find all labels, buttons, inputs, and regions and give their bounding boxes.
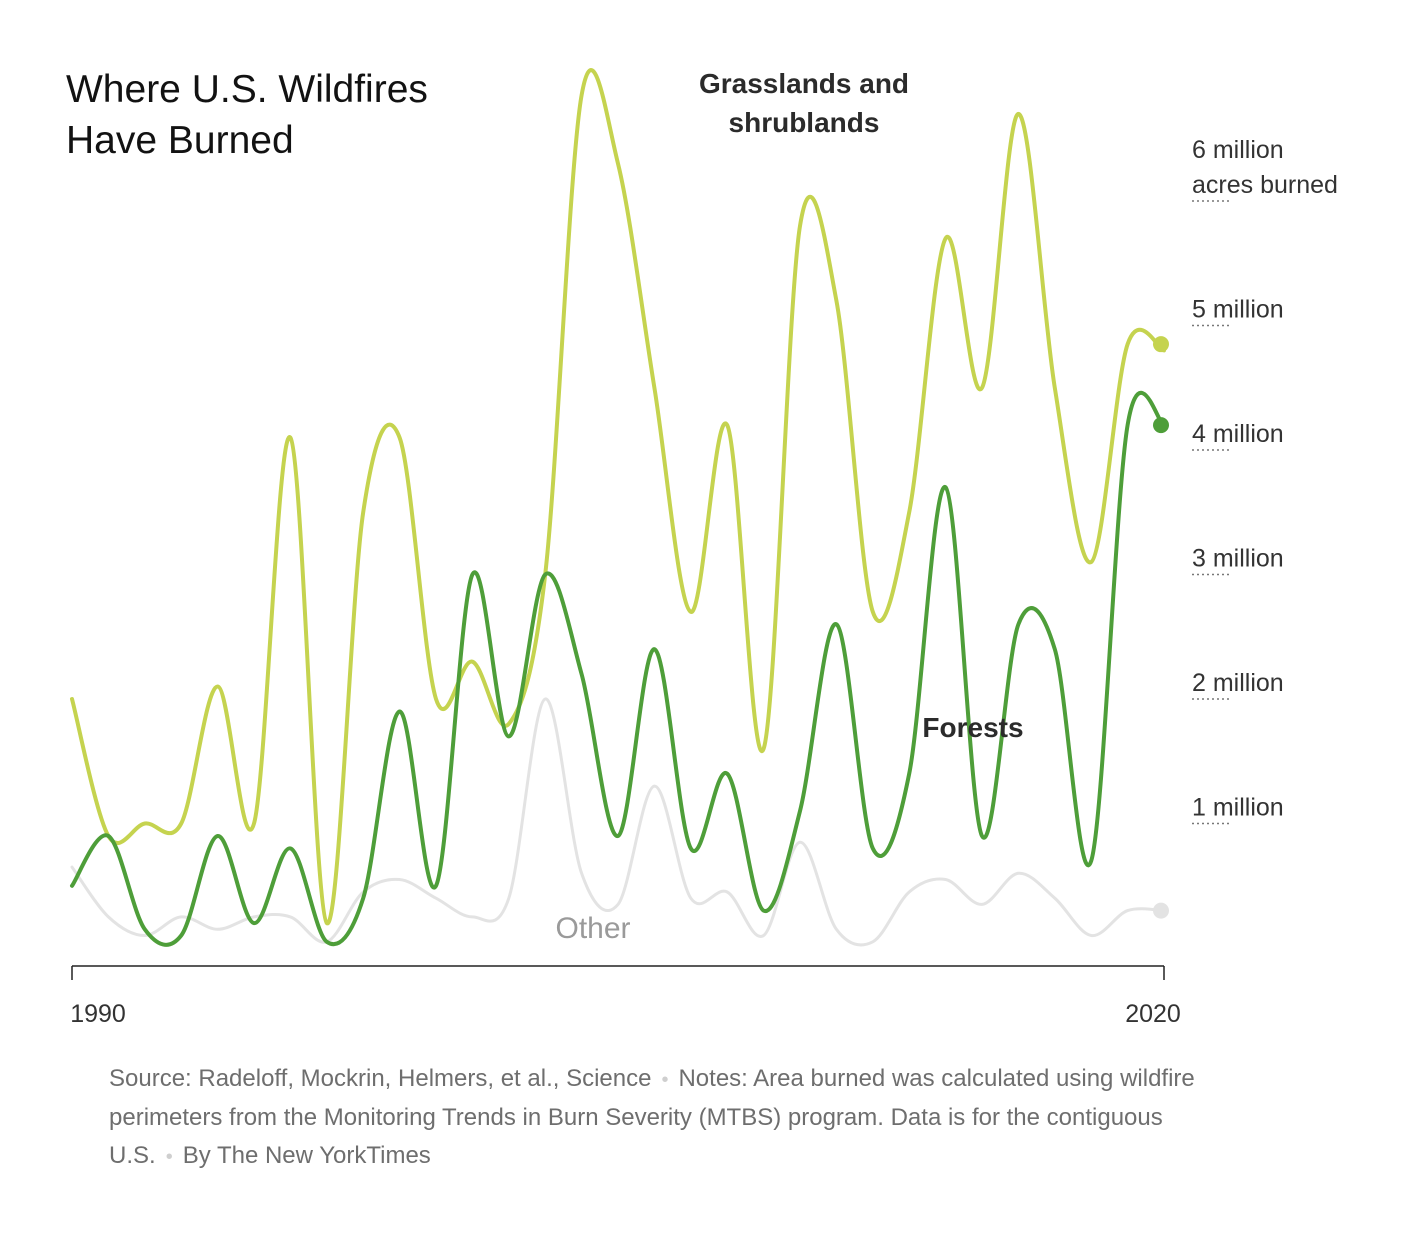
y-tick-3: 3 million xyxy=(1192,545,1284,576)
chart-footer: Source: Radeloff, Mockrin, Helmers, et a… xyxy=(109,1060,1269,1176)
series-lines xyxy=(70,68,1166,947)
y-tick-1: 1 million xyxy=(1192,794,1284,825)
y-tick-label: 6 million xyxy=(1192,136,1284,164)
y-tick-label: 4 million xyxy=(1192,420,1284,448)
x-tick-label-1990: 1990 xyxy=(70,1000,126,1028)
footer-separator-1: • xyxy=(661,1069,669,1091)
footer-credit: By The New YorkTimes xyxy=(182,1142,431,1169)
series-label-other: Other xyxy=(555,912,630,945)
series-line-forests xyxy=(70,390,1166,947)
series-label-grasslands-line-2: shrublands xyxy=(729,107,880,138)
y-tick-label: 5 million xyxy=(1192,296,1284,324)
y-tick-label: 1 million xyxy=(1192,794,1284,822)
chart-title-line-2: Have Burned xyxy=(66,119,294,162)
series-label-grasslands-line-1: Grasslands and xyxy=(699,68,909,99)
series-end-points xyxy=(1153,336,1169,919)
y-tick-label: 3 million xyxy=(1192,545,1284,573)
series-label-forests: Forests xyxy=(922,712,1023,743)
footer-source: Source: Radeloff, Mockrin, Helmers, et a… xyxy=(109,1065,652,1092)
y-tick-label: acres burned xyxy=(1192,171,1338,199)
x-axis: 1990 2020 xyxy=(70,965,1181,1028)
y-tick-5: 5 million xyxy=(1192,296,1284,327)
footer-separator-2: • xyxy=(165,1146,173,1168)
end-point-grasslands xyxy=(1153,336,1169,353)
footer-notes: Notes: Area burned was calculated using … xyxy=(109,1065,1195,1169)
series-line-grasslands xyxy=(70,68,1166,926)
y-tick-2: 2 million xyxy=(1192,669,1284,700)
y-tick-label: 2 million xyxy=(1192,669,1284,697)
series-labels: Grasslands and shrublands Forests Other xyxy=(555,68,1023,945)
series-line-other xyxy=(70,697,1166,947)
x-tick-label-2020: 2020 xyxy=(1125,1000,1181,1028)
chart-title: Where U.S. Wildfires Have Burned xyxy=(66,68,428,162)
chart-title-line-1: Where U.S. Wildfires xyxy=(66,68,428,111)
end-point-other xyxy=(1153,902,1169,919)
end-point-forests xyxy=(1153,417,1169,434)
y-tick-4: 4 million xyxy=(1192,420,1284,451)
y-axis-ticks: 1 million 2 million 3 million 4 million 5 mi… xyxy=(1192,136,1338,825)
y-tick-6: 6 million acres burned xyxy=(1192,136,1338,202)
